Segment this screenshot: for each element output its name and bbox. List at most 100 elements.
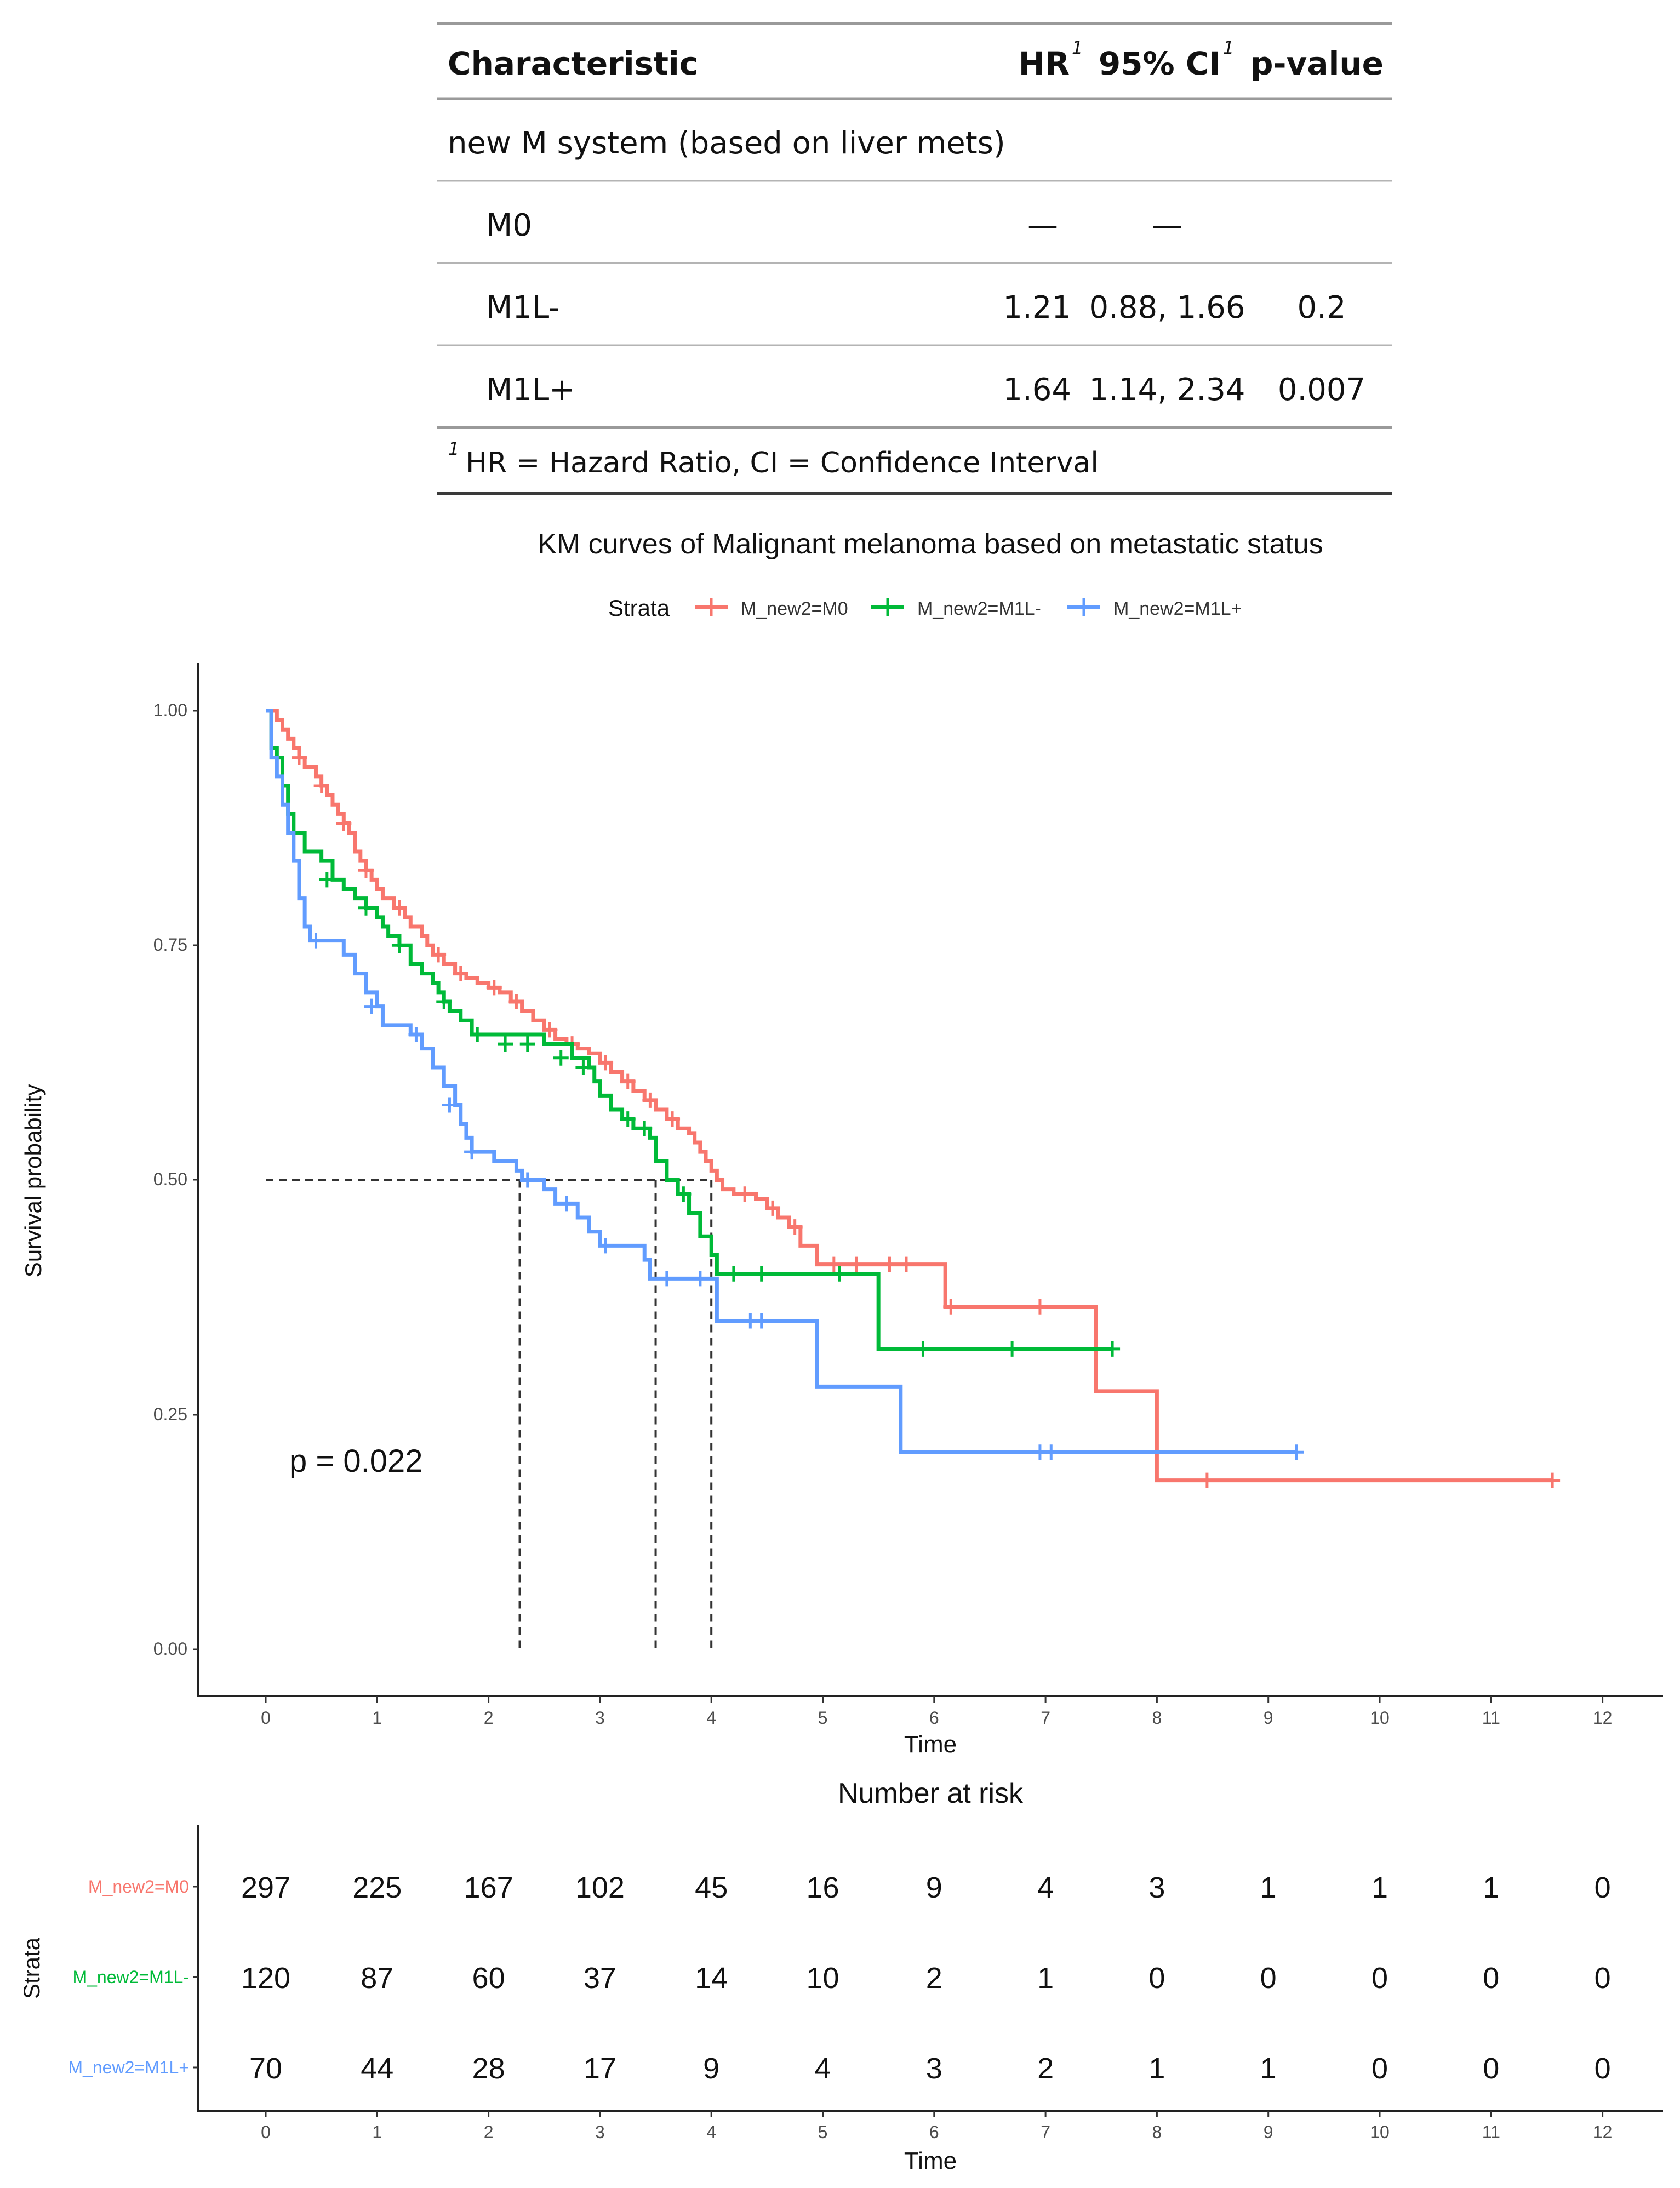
risk-count: 9 (703, 2052, 719, 2085)
x-tick-label: 3 (595, 1708, 605, 1728)
risk-count: 44 (361, 2052, 393, 2085)
risk-count: 167 (464, 1871, 513, 1904)
censor-mark (737, 1186, 753, 1202)
risk-table-title: Number at risk (838, 1778, 1024, 1809)
censor-mark (765, 1200, 781, 1216)
censor-mark (542, 1022, 558, 1038)
censor-mark (1043, 1444, 1059, 1460)
censor-mark (1199, 1472, 1215, 1488)
risk-count: 17 (584, 2052, 616, 2085)
risk-count: 1 (1483, 1871, 1499, 1904)
censor-mark (291, 750, 307, 765)
risk-count: 9 (926, 1871, 942, 1904)
risk-strata-label: M_new2=M1L- (72, 1967, 189, 1987)
group-label: new M system (based on liver mets) (448, 125, 1005, 161)
row-hr: 1.21 (1003, 290, 1071, 325)
row-pvalue: 0.007 (1278, 372, 1365, 408)
censor-mark (642, 1092, 658, 1108)
y-tick-label: 0.75 (153, 935, 187, 955)
risk-x-tick-label: 1 (372, 2122, 382, 2142)
censor-mark (915, 1341, 931, 1357)
risk-count: 1 (1260, 1871, 1277, 1904)
censor-mark (676, 1186, 692, 1202)
censor-mark (470, 1026, 485, 1042)
risk-strata-label: M_new2=M0 (88, 1877, 189, 1896)
risk-table-x-label: Time (904, 2147, 957, 2174)
regression-table: Characteristic HR 1 95% CI 1 p-value new… (437, 22, 1392, 495)
censor-mark (659, 1271, 675, 1287)
risk-x-tick-label: 12 (1593, 2122, 1613, 2142)
risk-count: 3 (1148, 1871, 1165, 1904)
risk-x-tick-label: 0 (261, 2122, 271, 2142)
median-reference-lines (266, 1179, 713, 1649)
censor-mark (519, 1172, 535, 1188)
risk-count: 0 (1148, 1962, 1165, 1995)
x-tick-label: 7 (1041, 1708, 1050, 1728)
p-value: p = 0.022 (289, 1443, 423, 1479)
x-tick-label: 6 (929, 1708, 939, 1728)
censor-mark (558, 1196, 574, 1212)
legend-key (695, 598, 728, 616)
censor-mark (1004, 1341, 1020, 1357)
x-tick-label: 12 (1593, 1708, 1613, 1728)
censor-mark (1032, 1299, 1048, 1315)
row-label: M0 (486, 208, 532, 243)
censor-mark (336, 815, 352, 831)
col-header-ci-footnote-mark: 1 (1223, 37, 1234, 58)
censor-mark (408, 1026, 424, 1042)
x-tick-label: 0 (261, 1708, 271, 1728)
risk-table-y-label: Strata (19, 1937, 44, 1999)
x-tick-label: 9 (1264, 1708, 1273, 1728)
risk-count: 2 (926, 1962, 942, 1995)
censor-mark (442, 1097, 458, 1113)
y-tick-label: 0.25 (153, 1404, 187, 1424)
censor-mark (391, 900, 407, 916)
survival-curves (266, 709, 1561, 1488)
risk-strata-label: M_new2=M1L+ (68, 2058, 189, 2077)
risk-count: 0 (1372, 2052, 1388, 2085)
x-axis-label: Time (904, 1731, 957, 1758)
risk-count: 1 (1372, 1871, 1388, 1904)
risk-count: 37 (584, 1962, 616, 1995)
risk-count: 0 (1372, 1962, 1388, 1995)
risk-count: 1 (1037, 1962, 1054, 1995)
risk-count: 87 (361, 1962, 393, 1995)
row-ci: 0.88, 1.66 (1089, 290, 1245, 325)
censor-mark (692, 1271, 708, 1287)
y-tick-label: 0.50 (153, 1169, 187, 1189)
censor-mark (620, 1073, 636, 1089)
row-ci: — (1152, 208, 1182, 243)
risk-x-tick-label: 7 (1041, 2122, 1050, 2142)
risk-count: 4 (814, 2052, 831, 2085)
censor-mark (598, 1238, 614, 1254)
row-hr: — (1027, 208, 1058, 243)
censor-mark (319, 872, 335, 888)
censor-mark (358, 900, 374, 916)
legend-label: M_new2=M0 (741, 598, 848, 619)
censor-mark (313, 778, 329, 794)
col-header-pvalue: p-value (1250, 45, 1384, 82)
x-tick-label: 11 (1482, 1708, 1500, 1728)
y-tick-label: 1.00 (153, 700, 187, 720)
risk-count: 28 (472, 2052, 505, 2085)
censor-mark (787, 1219, 803, 1235)
row-label: M1L- (486, 290, 559, 325)
censor-mark (1288, 1444, 1304, 1460)
y-tick-label: 0.00 (153, 1639, 187, 1659)
col-header-characteristic: Characteristic (448, 45, 698, 82)
risk-count: 0 (1483, 1962, 1499, 1995)
censor-mark (508, 994, 524, 1010)
legend-label: M_new2=M1L+ (1113, 598, 1242, 619)
censor-mark (553, 1050, 569, 1066)
censor-mark (943, 1299, 959, 1315)
y-axis-label: Survival probability (20, 1084, 46, 1278)
censor-mark (1105, 1341, 1121, 1357)
censor-mark (848, 1256, 864, 1272)
survival-curve (266, 709, 1113, 1351)
col-header-hr-footnote-mark: 1 (1072, 37, 1083, 58)
censor-mark (826, 1256, 842, 1272)
risk-x-tick-label: 4 (706, 2122, 716, 2142)
x-ticks: 0 1 2 3 4 5 6 7 8 9 10 11 12 (261, 1696, 1612, 1728)
risk-count: 297 (241, 1871, 290, 1904)
row-hr: 1.64 (1003, 372, 1071, 408)
